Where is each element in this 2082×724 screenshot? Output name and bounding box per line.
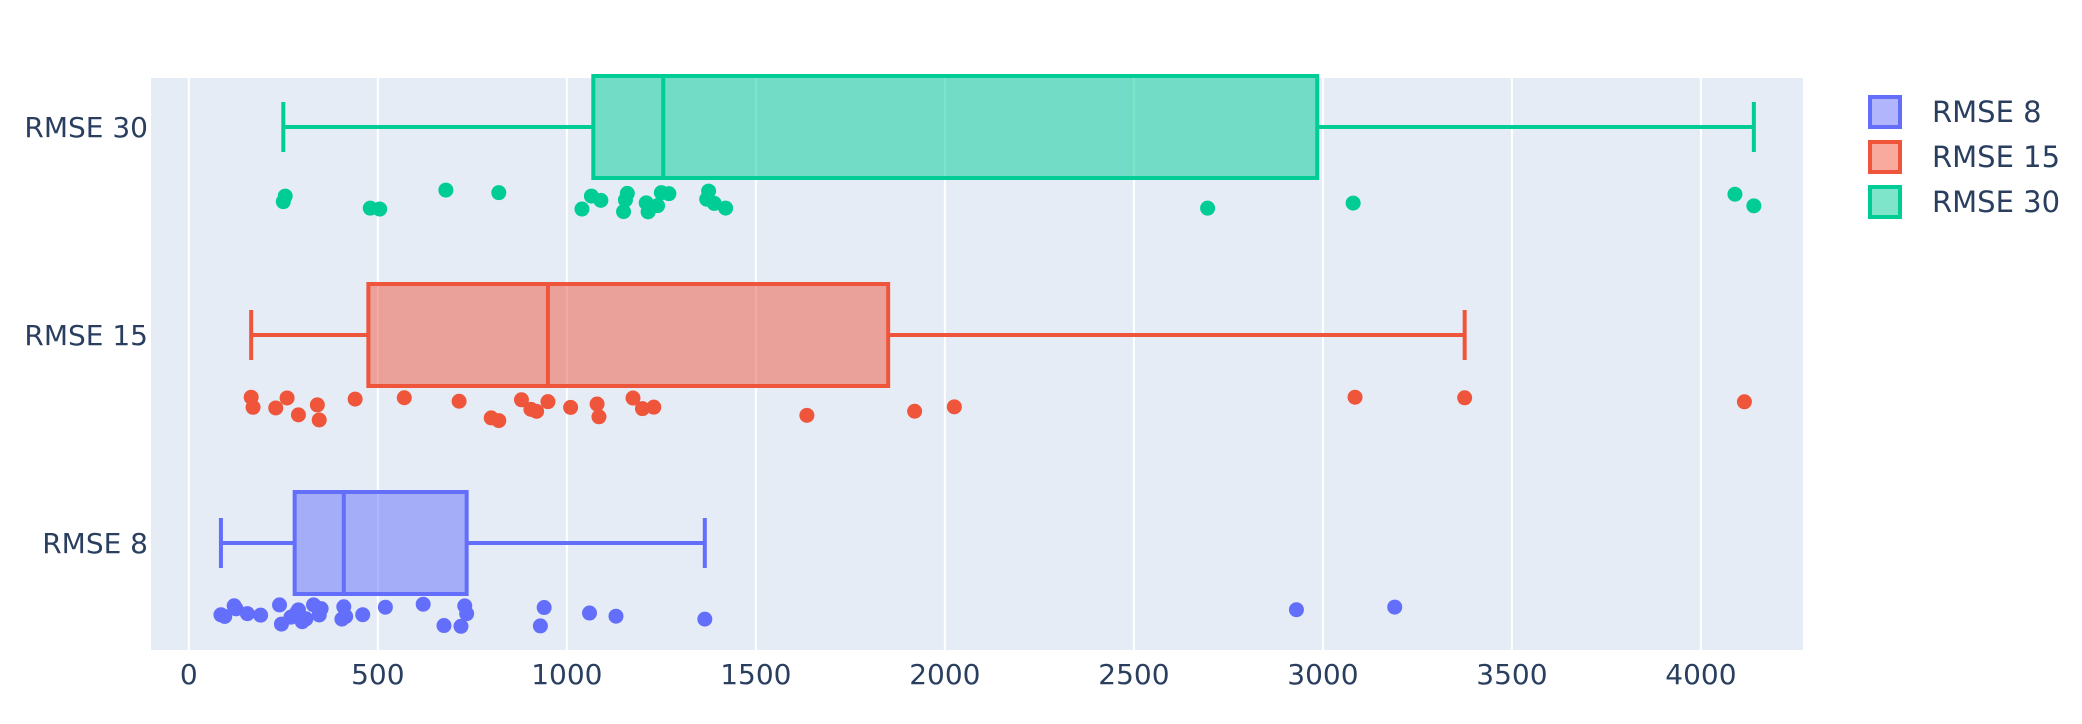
points-rmse-8: [213, 596, 1403, 634]
x-tick-label: 3000: [1287, 658, 1358, 691]
legend-item: RMSE 8: [1868, 95, 2042, 129]
data-point: [253, 607, 269, 623]
legend-swatch: [1868, 185, 1902, 219]
data-point: [272, 597, 288, 613]
data-point: [799, 407, 815, 423]
data-point: [355, 607, 371, 623]
data-point: [438, 182, 454, 198]
data-point: [634, 401, 650, 417]
data-point: [311, 412, 327, 428]
x-tick-label: 2000: [909, 658, 980, 691]
data-point: [907, 403, 923, 419]
data-point: [1347, 389, 1363, 405]
legend-swatch: [1868, 95, 1902, 129]
data-point: [1746, 198, 1762, 214]
data-point: [536, 600, 552, 616]
data-point: [217, 608, 233, 624]
x-tick-label: 0: [180, 658, 198, 691]
data-point: [1200, 200, 1216, 216]
data-point: [451, 393, 467, 409]
x-tick-label: 500: [351, 658, 404, 691]
data-point: [268, 400, 284, 416]
data-point: [1457, 390, 1473, 406]
x-axis-ticks: 0 500 1000 1500 2000 2500 3000 3500 4000: [180, 658, 1737, 691]
data-point: [589, 396, 605, 412]
y-tick-label: RMSE 30: [24, 111, 148, 144]
x-tick-label: 1000: [531, 658, 602, 691]
box-iqr: [366, 282, 891, 388]
legend-swatch: [1868, 140, 1902, 174]
data-point: [338, 608, 354, 624]
legend-item: RMSE 30: [1868, 185, 2060, 219]
data-point: [491, 185, 507, 201]
box-iqr: [292, 490, 469, 596]
data-point: [415, 596, 431, 612]
data-point: [646, 399, 662, 415]
points-rmse-15: [243, 389, 1752, 429]
data-point: [593, 192, 609, 208]
legend-label: RMSE 30: [1932, 185, 2060, 219]
points-layer: [213, 182, 1762, 634]
data-point: [650, 198, 666, 214]
data-point: [459, 606, 475, 622]
data-point: [513, 392, 529, 408]
legend-label: RMSE 8: [1932, 95, 2042, 129]
data-point: [625, 390, 641, 406]
data-point: [718, 200, 734, 216]
boxes-layer: [218, 74, 1756, 596]
data-point: [290, 407, 306, 423]
x-tick-label: 3500: [1476, 658, 1547, 691]
data-point: [1736, 394, 1752, 410]
data-point: [396, 390, 412, 406]
data-point: [436, 618, 452, 634]
data-point: [313, 601, 329, 617]
points-rmse-30: [275, 182, 1762, 220]
data-point: [1288, 602, 1304, 618]
data-point: [298, 611, 314, 627]
data-point: [540, 394, 556, 410]
data-point: [591, 409, 607, 425]
data-point: [1727, 186, 1743, 202]
data-point: [701, 183, 717, 199]
box-rmse-30: [281, 74, 1756, 180]
x-tick-label: 4000: [1665, 658, 1736, 691]
data-point: [279, 390, 295, 406]
y-tick-label: RMSE 8: [42, 527, 148, 560]
data-point: [309, 397, 325, 413]
legend-item: RMSE 15: [1868, 140, 2060, 174]
data-point: [946, 399, 962, 415]
legend: RMSE 8 RMSE 15 RMSE 30: [1868, 95, 2060, 219]
data-point: [1387, 599, 1403, 615]
data-point: [574, 201, 590, 217]
box-rmse-15: [249, 282, 1467, 388]
data-point: [245, 399, 261, 415]
data-point: [453, 618, 469, 634]
legend-label: RMSE 15: [1932, 140, 2060, 174]
data-point: [563, 399, 579, 415]
data-point: [228, 601, 244, 617]
data-point: [616, 204, 632, 220]
data-point: [661, 186, 677, 202]
box-rmse-8: [218, 490, 707, 596]
x-tick-label: 1500: [720, 658, 791, 691]
data-point: [619, 185, 635, 201]
data-point: [239, 606, 255, 622]
data-point: [1345, 195, 1361, 211]
data-point: [372, 201, 388, 217]
data-point: [706, 195, 722, 211]
data-point: [582, 605, 598, 621]
x-tick-label: 2500: [1098, 658, 1169, 691]
data-point: [608, 608, 624, 624]
data-point: [277, 188, 293, 204]
data-point: [491, 413, 507, 429]
data-point: [697, 611, 713, 627]
data-point: [529, 403, 545, 419]
y-axis-category-labels: RMSE 8 RMSE 15 RMSE 30: [24, 111, 148, 560]
data-point: [377, 599, 393, 615]
data-point: [532, 618, 548, 634]
box-iqr: [591, 74, 1320, 180]
data-point: [347, 391, 363, 407]
y-tick-label: RMSE 15: [24, 319, 148, 352]
